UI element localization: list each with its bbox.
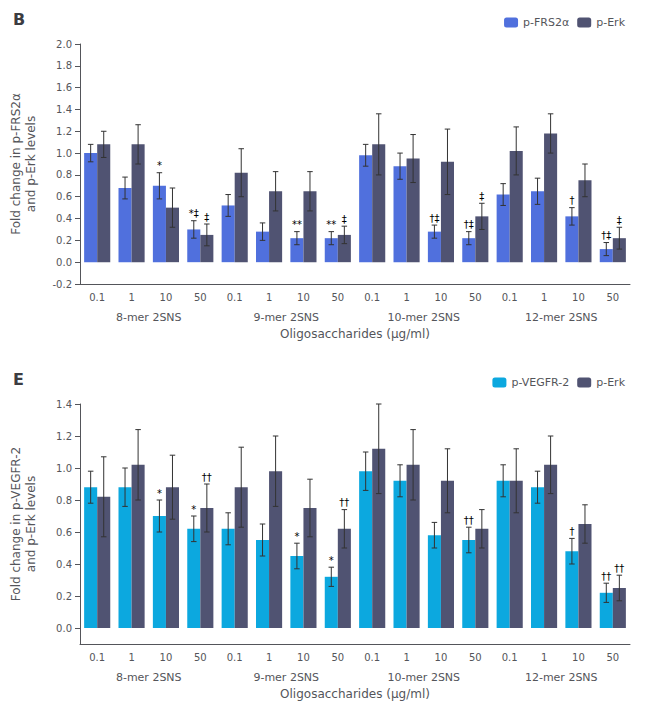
svg-text:0.2: 0.2 xyxy=(56,591,72,602)
svg-text:0.8: 0.8 xyxy=(56,169,72,180)
svg-text:†‡: †‡ xyxy=(429,213,439,224)
svg-text:†‡: †‡ xyxy=(464,219,474,230)
svg-text:0.0: 0.0 xyxy=(56,623,72,634)
svg-text:0.1: 0.1 xyxy=(502,652,518,663)
svg-text:10: 10 xyxy=(572,292,585,303)
svg-text:8-mer 2SNS: 8-mer 2SNS xyxy=(116,671,182,684)
svg-text:*: * xyxy=(191,504,196,515)
svg-text:10-mer 2SNS: 10-mer 2SNS xyxy=(387,311,460,324)
svg-text:and p-Erk levels: and p-Erk levels xyxy=(24,476,38,572)
svg-text:12-mer 2SNS: 12-mer 2SNS xyxy=(525,311,598,324)
svg-text:1: 1 xyxy=(266,292,272,303)
svg-text:0.1: 0.1 xyxy=(227,652,243,663)
svg-text:1.0: 1.0 xyxy=(56,148,72,159)
svg-text:††: †† xyxy=(464,515,474,526)
svg-text:and p-Erk levels: and p-Erk levels xyxy=(24,116,38,212)
svg-text:0.1: 0.1 xyxy=(364,652,380,663)
svg-text:10: 10 xyxy=(160,292,173,303)
svg-text:1.2: 1.2 xyxy=(56,431,72,442)
svg-text:*‡: *‡ xyxy=(189,208,199,219)
svg-text:Oligosaccharides (μg/ml): Oligosaccharides (μg/ml) xyxy=(280,327,430,341)
svg-text:10: 10 xyxy=(435,292,448,303)
svg-text:‡: ‡ xyxy=(342,214,347,225)
svg-text:††: †† xyxy=(202,472,212,483)
svg-text:p-FRS2α: p-FRS2α xyxy=(523,16,569,29)
svg-text:‡: ‡ xyxy=(617,215,622,226)
svg-text:0.0: 0.0 xyxy=(56,257,72,268)
svg-text:E: E xyxy=(13,370,24,389)
svg-text:*: * xyxy=(329,555,334,566)
svg-text:**: ** xyxy=(326,219,336,230)
svg-text:1: 1 xyxy=(403,292,409,303)
svg-text:Oligosaccharides (μg/ml): Oligosaccharides (μg/ml) xyxy=(280,687,430,701)
svg-text:50: 50 xyxy=(331,292,344,303)
svg-text:0.6: 0.6 xyxy=(56,527,72,538)
svg-text:50: 50 xyxy=(331,652,344,663)
svg-text:p-Erk: p-Erk xyxy=(596,16,625,29)
svg-text:50: 50 xyxy=(469,292,482,303)
svg-text:0.2: 0.2 xyxy=(56,235,72,246)
svg-text:1: 1 xyxy=(128,652,134,663)
svg-text:2.0: 2.0 xyxy=(56,39,72,50)
svg-text:‡: ‡ xyxy=(204,212,209,223)
svg-text:50: 50 xyxy=(606,292,619,303)
svg-text:1: 1 xyxy=(541,652,547,663)
svg-text:††: †† xyxy=(339,497,349,508)
svg-text:0.1: 0.1 xyxy=(89,652,105,663)
svg-text:‡: ‡ xyxy=(479,191,484,202)
svg-text:1: 1 xyxy=(266,652,272,663)
svg-text:p-VEGFR-2: p-VEGFR-2 xyxy=(511,376,569,389)
svg-text:10-mer 2SNS: 10-mer 2SNS xyxy=(387,671,460,684)
svg-text:*: * xyxy=(157,160,162,171)
svg-text:Fold change in p-FRS2α: Fold change in p-FRS2α xyxy=(9,93,23,235)
svg-text:1.8: 1.8 xyxy=(56,60,72,71)
svg-text:0.1: 0.1 xyxy=(502,292,518,303)
svg-text:12-mer 2SNS: 12-mer 2SNS xyxy=(525,671,598,684)
svg-text:10: 10 xyxy=(160,652,173,663)
svg-text:-0.2: -0.2 xyxy=(52,279,72,290)
svg-text:†: † xyxy=(569,526,574,537)
svg-text:0.4: 0.4 xyxy=(56,213,72,224)
svg-text:*: * xyxy=(294,531,299,542)
svg-text:1.6: 1.6 xyxy=(56,82,72,93)
svg-text:0.4: 0.4 xyxy=(56,559,72,570)
svg-text:1: 1 xyxy=(128,292,134,303)
svg-text:1.2: 1.2 xyxy=(56,126,72,137)
svg-text:1: 1 xyxy=(541,292,547,303)
svg-text:1.4: 1.4 xyxy=(56,399,72,410)
svg-text:†‡: †‡ xyxy=(601,230,611,241)
svg-text:10: 10 xyxy=(297,652,310,663)
svg-text:50: 50 xyxy=(469,652,482,663)
svg-text:9-mer 2SNS: 9-mer 2SNS xyxy=(253,671,319,684)
svg-text:††: †† xyxy=(601,571,611,582)
svg-text:8-mer 2SNS: 8-mer 2SNS xyxy=(116,311,182,324)
svg-text:0.8: 0.8 xyxy=(56,495,72,506)
svg-text:**: ** xyxy=(292,219,302,230)
svg-text:B: B xyxy=(13,10,25,29)
svg-text:50: 50 xyxy=(194,292,207,303)
svg-text:1: 1 xyxy=(403,652,409,663)
svg-text:0.1: 0.1 xyxy=(364,292,380,303)
svg-text:*: * xyxy=(157,488,162,499)
svg-text:0.1: 0.1 xyxy=(227,292,243,303)
svg-text:††: †† xyxy=(614,563,624,574)
svg-text:10: 10 xyxy=(435,652,448,663)
svg-text:†: † xyxy=(569,195,574,206)
svg-text:50: 50 xyxy=(194,652,207,663)
svg-text:p-Erk: p-Erk xyxy=(596,376,625,389)
svg-text:9-mer 2SNS: 9-mer 2SNS xyxy=(253,311,319,324)
svg-text:50: 50 xyxy=(606,652,619,663)
svg-text:0.6: 0.6 xyxy=(56,191,72,202)
svg-text:Fold change in p-VEGFR-2: Fold change in p-VEGFR-2 xyxy=(9,447,23,601)
svg-text:1.4: 1.4 xyxy=(56,104,72,115)
svg-text:10: 10 xyxy=(297,292,310,303)
svg-text:10: 10 xyxy=(572,652,585,663)
svg-text:0.1: 0.1 xyxy=(89,292,105,303)
svg-text:1.0: 1.0 xyxy=(56,463,72,474)
